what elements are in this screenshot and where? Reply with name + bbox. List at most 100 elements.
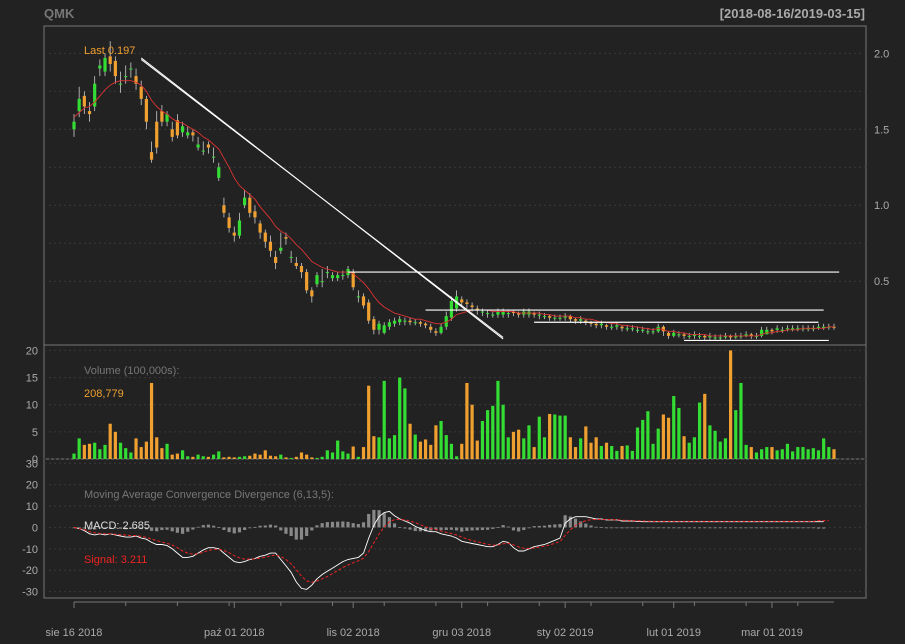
volume-bar	[491, 405, 495, 459]
macd-histogram-bar	[253, 527, 257, 528]
macd-histogram-bar	[165, 527, 169, 530]
candle-body	[806, 328, 810, 330]
volume-bar	[475, 440, 479, 459]
macd-histogram-bar	[108, 527, 112, 529]
macd-histogram-bar	[310, 527, 314, 531]
x-tick-label: mar 01 2019	[741, 627, 803, 639]
macd-histogram-bar	[708, 527, 712, 529]
macd-histogram-bar	[563, 515, 567, 528]
volume-bar	[274, 456, 278, 459]
candle-body	[356, 296, 360, 298]
macd-histogram-bar	[367, 513, 371, 528]
volume-bar	[522, 438, 526, 459]
volume-bar	[791, 451, 795, 459]
candle-body	[418, 322, 422, 324]
macd-histogram-bar	[82, 527, 86, 529]
volume-bar	[718, 441, 722, 459]
candle-body	[677, 334, 681, 336]
macd-histogram-bar	[615, 527, 619, 529]
candle-body	[449, 300, 454, 318]
volume-bar	[387, 438, 391, 459]
candle-body	[744, 334, 748, 336]
volume-bar	[749, 447, 753, 459]
macd-histogram-bar	[553, 524, 557, 528]
volume-bar	[237, 456, 242, 459]
candle-body	[444, 316, 448, 327]
volume-bar	[310, 457, 314, 459]
macd-histogram-bar	[124, 527, 128, 530]
candle-body	[367, 302, 371, 321]
volume-tick-label: 10	[26, 400, 38, 412]
candle-body	[299, 266, 304, 273]
candle-body	[558, 317, 562, 319]
candle-body	[243, 197, 247, 206]
candle-body	[625, 328, 629, 330]
volume-bar	[827, 447, 831, 459]
volume-bar	[594, 437, 598, 459]
volume-bar	[651, 443, 655, 459]
volume-bar	[98, 449, 102, 459]
candle-body	[108, 56, 112, 64]
volume-bar	[336, 440, 340, 459]
candle-body	[594, 323, 598, 326]
macd-histogram-bar	[666, 527, 671, 529]
volume-bar	[72, 453, 76, 459]
candle-body	[237, 220, 242, 236]
volume-bar	[418, 441, 422, 459]
candle-body	[579, 319, 583, 321]
candle-body	[289, 256, 293, 258]
macd-histogram-bar	[392, 523, 397, 528]
macd-panel	[72, 509, 829, 590]
volume-bar	[87, 443, 92, 459]
volume-bar	[822, 438, 826, 459]
macd-histogram-bar	[496, 527, 500, 528]
candle-body	[651, 331, 655, 333]
candle-body	[641, 329, 645, 331]
volume-bar	[361, 447, 366, 459]
candle-body	[325, 272, 329, 274]
candle-body	[460, 299, 464, 303]
price-tick-label: 2.0	[874, 48, 889, 60]
candle-body	[206, 144, 211, 148]
macd-histogram-bar	[330, 521, 335, 528]
macd-histogram-bar	[211, 525, 216, 528]
candle-body	[382, 325, 386, 333]
macd-histogram-bar	[372, 509, 376, 528]
volume-tick-label: 15	[26, 373, 38, 385]
macd-histogram-bar	[237, 527, 242, 533]
macd-histogram-bar	[180, 527, 185, 534]
candle-body	[703, 335, 707, 338]
macd-histogram-bar	[527, 527, 531, 529]
candle-body	[139, 86, 143, 99]
signal-value-label: Signal: 3.211	[84, 554, 148, 566]
candle-body	[785, 328, 790, 330]
volume-bar	[124, 448, 128, 459]
candle-body	[713, 337, 717, 339]
axes: 0.5 1.0 1.5 2.0 0 5 10 15 20 -30 -20 -10 0 10 20 30 sie …	[22, 48, 889, 639]
volume-bar	[248, 455, 252, 459]
x-tick-label: lis 02 2018	[327, 627, 380, 639]
macd-histogram-bar	[434, 527, 438, 530]
candle-body	[475, 308, 479, 311]
date-range: [2018-08-16/2019-03-15]	[719, 6, 865, 21]
candle-body	[113, 60, 117, 77]
macd-histogram-bar	[599, 527, 603, 528]
macd-histogram-bar	[734, 527, 738, 529]
volume-bar	[480, 421, 485, 459]
x-tick-label: sie 16 2018	[46, 627, 103, 639]
volume-tick-label: 5	[32, 427, 38, 439]
volume-bar	[558, 415, 562, 459]
macd-histogram-bar	[248, 527, 252, 529]
macd-histogram-bar	[346, 521, 350, 528]
candle-body	[780, 329, 784, 332]
candle-body	[268, 241, 273, 251]
macd-histogram-bar	[258, 525, 262, 528]
volume-bar	[697, 402, 702, 459]
volume-bar	[780, 449, 784, 459]
candle-body	[620, 326, 624, 329]
volume-bar	[625, 445, 629, 459]
volume-bar	[739, 383, 743, 459]
macd-histogram-bar	[739, 527, 743, 529]
macd-histogram-bar	[77, 527, 81, 529]
volume-bar	[734, 410, 738, 459]
